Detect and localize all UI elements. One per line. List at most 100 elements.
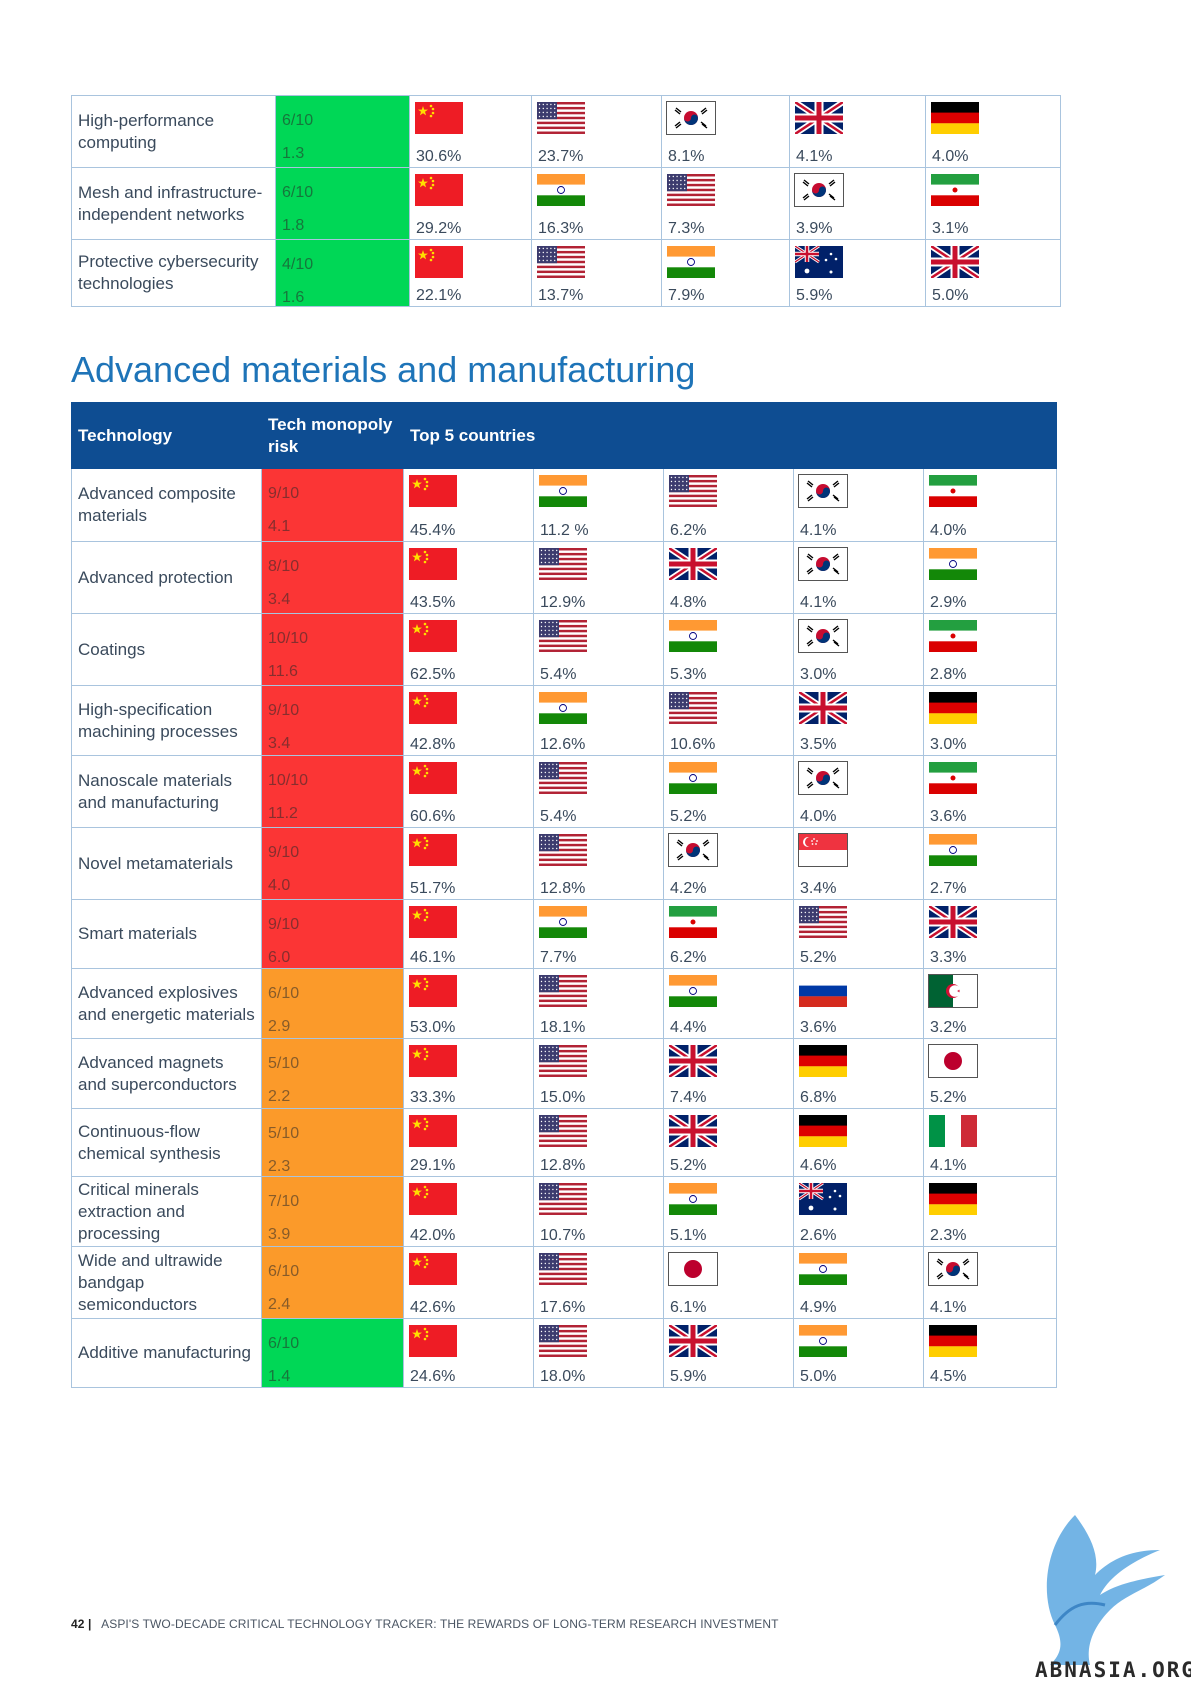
iran-flag-icon xyxy=(931,174,979,206)
country-cell: 4.0% xyxy=(922,468,1058,542)
south-korea-flag-icon xyxy=(668,833,718,867)
risk-cell: 6/10 1.3 xyxy=(275,95,410,168)
country-share: 3.6% xyxy=(800,1019,837,1036)
country-share: 4.1% xyxy=(796,148,833,165)
country-share: 23.7% xyxy=(538,148,584,165)
country-cell: 18.1% xyxy=(533,968,664,1039)
risk-score: 9/10 xyxy=(268,702,300,719)
country-cell: 43.5% xyxy=(403,541,534,614)
china-flag-icon xyxy=(409,1325,457,1357)
country-share: 4.1% xyxy=(930,1157,967,1174)
table-row: High-specification machining processes 9/… xyxy=(71,685,1058,756)
china-flag-icon xyxy=(415,102,463,134)
risk-cell: 5/10 2.3 xyxy=(261,1108,404,1177)
china-flag-icon xyxy=(409,834,457,866)
germany-flag-icon xyxy=(799,1045,847,1077)
country-cell: 3.3% xyxy=(922,899,1058,969)
country-share: 4.6% xyxy=(800,1157,837,1174)
country-share: 6.8% xyxy=(800,1089,837,1106)
country-share: 5.2% xyxy=(670,808,707,825)
country-cell: 4.1% xyxy=(793,541,924,614)
country-cell: 7.9% xyxy=(661,239,790,307)
india-flag-icon xyxy=(667,246,715,278)
country-share: 3.6% xyxy=(930,808,967,825)
table-row: Mesh and infrastructure-independent netw… xyxy=(71,167,1061,240)
country-cell: 4.5% xyxy=(922,1318,1058,1388)
iran-flag-icon xyxy=(929,762,977,794)
south-korea-flag-icon xyxy=(798,761,848,795)
china-flag-icon xyxy=(409,475,457,507)
technology-cell: High-performance computing xyxy=(71,95,276,168)
south-korea-flag-icon xyxy=(928,1252,978,1286)
risk-score: 10/10 xyxy=(268,630,309,647)
country-share: 4.2% xyxy=(670,880,707,897)
country-share: 6.1% xyxy=(670,1299,707,1316)
header-risk: Tech monopoly risk xyxy=(261,402,404,469)
risk-cell: 6/10 2.9 xyxy=(261,968,404,1039)
country-cell: 5.2% xyxy=(793,899,924,969)
table-row: Smart materials 9/10 6.0 46.1% 7.7% 6.2% 5.2% 3… xyxy=(71,899,1058,969)
country-share: 30.6% xyxy=(416,148,462,165)
singapore-flag-icon xyxy=(798,833,848,867)
table-row: Continuous-flow chemical synthesis 5/10 2.… xyxy=(71,1108,1058,1177)
country-share: 2.7% xyxy=(930,880,967,897)
country-share: 42.6% xyxy=(410,1299,456,1316)
country-share: 3.4% xyxy=(800,880,837,897)
india-flag-icon xyxy=(669,1183,717,1215)
risk-score: 6/10 xyxy=(282,112,314,129)
country-share: 18.1% xyxy=(540,1019,586,1036)
country-share: 4.1% xyxy=(800,522,837,539)
iran-flag-icon xyxy=(929,620,977,652)
country-share: 4.1% xyxy=(930,1299,967,1316)
germany-flag-icon xyxy=(799,1115,847,1147)
country-share: 3.2% xyxy=(930,1019,967,1036)
country-cell: 4.1% xyxy=(922,1108,1058,1177)
uk-flag-icon xyxy=(669,1045,717,1077)
china-flag-icon xyxy=(415,246,463,278)
country-share: 5.4% xyxy=(540,666,577,683)
uk-flag-icon xyxy=(929,906,977,938)
usa-flag-icon xyxy=(667,174,715,206)
country-share: 3.9% xyxy=(796,220,833,237)
technology-cell: Protective cybersecurity technologies xyxy=(71,239,276,307)
risk-score: 10/10 xyxy=(268,772,309,789)
uk-flag-icon xyxy=(795,102,843,134)
risk-value: 2.3 xyxy=(268,1158,291,1175)
footer-text: ASPI'S TWO-DECADE CRITICAL TECHNOLOGY TR… xyxy=(101,1617,779,1631)
uk-flag-icon xyxy=(799,692,847,724)
country-share: 12.6% xyxy=(540,736,586,753)
country-cell: 2.3% xyxy=(922,1176,1058,1247)
table-row: Wide and ultrawide bandgap semiconductor… xyxy=(71,1246,1058,1319)
abnasia-logo: ABNASIA.ORG xyxy=(1015,1505,1191,1685)
india-flag-icon xyxy=(669,762,717,794)
country-share: 7.9% xyxy=(668,287,705,304)
country-cell: 5.2% xyxy=(663,755,794,828)
risk-value: 1.8 xyxy=(282,217,305,234)
usa-flag-icon xyxy=(539,1325,587,1357)
india-flag-icon xyxy=(799,1325,847,1357)
country-share: 7.3% xyxy=(668,220,705,237)
country-share: 3.0% xyxy=(800,666,837,683)
table-row: Protective cybersecurity technologies 4/1… xyxy=(71,239,1061,307)
risk-score: 7/10 xyxy=(268,1193,300,1210)
country-cell: 10.7% xyxy=(533,1176,664,1247)
table-row: Coatings 10/10 11.6 62.5% 5.4% 5.3% 3.0% 2.8% xyxy=(71,613,1058,686)
risk-value: 4.0 xyxy=(268,877,291,894)
australia-flag-icon xyxy=(795,246,843,278)
risk-score: 9/10 xyxy=(268,485,300,502)
table-row: Advanced magnets and superconductors 5/10… xyxy=(71,1038,1058,1109)
country-share: 33.3% xyxy=(410,1089,456,1106)
india-flag-icon xyxy=(537,174,585,206)
country-share: 4.0% xyxy=(932,148,969,165)
country-cell: 3.0% xyxy=(922,685,1058,756)
country-cell: 7.3% xyxy=(661,167,790,240)
china-flag-icon xyxy=(409,762,457,794)
country-share: 3.5% xyxy=(800,736,837,753)
risk-value: 2.2 xyxy=(268,1088,291,1105)
country-share: 4.1% xyxy=(800,594,837,611)
usa-flag-icon xyxy=(539,762,587,794)
country-cell: 62.5% xyxy=(403,613,534,686)
table-row: Advanced composite materials 9/10 4.1 45.4%… xyxy=(71,468,1058,542)
risk-cell: 6/10 1.4 xyxy=(261,1318,404,1388)
country-share: 51.7% xyxy=(410,880,456,897)
